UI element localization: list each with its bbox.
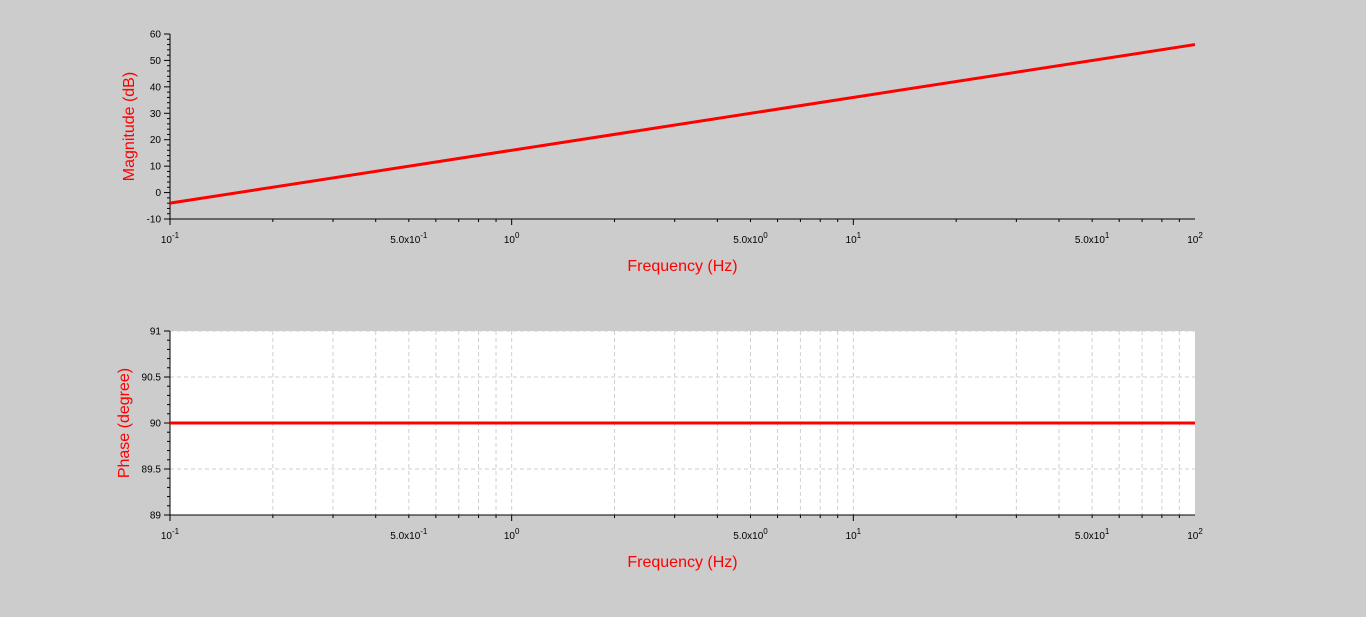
phase-x-tick-label: 101: [846, 527, 862, 542]
magnitude-x-tick-label: 100: [504, 231, 520, 246]
phase-x-tick-label: 5.0x10-1: [390, 527, 428, 542]
magnitude-plot: 10-1 5.0x10-1 100 5.0x100 101 5.0x101 102 -10 0 1…: [121, 30, 1203, 276]
magnitude-plot-area: [170, 34, 1195, 219]
phase-y-tick-label: 90: [150, 419, 162, 430]
phase-y-tick-label: 91: [150, 327, 162, 338]
phase-x-tick-label: 5.0x100: [733, 527, 768, 542]
magnitude-y-tick-label: 10: [150, 162, 162, 173]
magnitude-x-tick-label: 5.0x10-1: [390, 231, 428, 246]
magnitude-y-tick-label: 20: [150, 135, 162, 146]
magnitude-y-tick-label: -10: [147, 215, 162, 226]
magnitude-x-axis-label: Frequency (Hz): [627, 258, 737, 275]
phase-x-tick-label: 5.0x101: [1075, 527, 1110, 542]
phase-y-tick-label: 90.5: [142, 373, 162, 384]
magnitude-x-tick-label: 5.0x101: [1075, 231, 1110, 246]
magnitude-x-tick-label: 102: [1187, 231, 1203, 246]
phase-x-tick-label: 100: [504, 527, 520, 542]
magnitude-x-tick-label: 101: [846, 231, 862, 246]
magnitude-y-axis-label: Magnitude (dB): [121, 72, 138, 181]
magnitude-y-tick-label: 60: [150, 30, 162, 41]
phase-y-tick-label: 89: [150, 511, 162, 522]
phase-x-tick-label: 102: [1187, 527, 1203, 542]
magnitude-y-tick-label: 40: [150, 82, 162, 93]
phase-plot: 10-1 5.0x10-1 100 5.0x100 101 5.0x101 102 89 89.…: [116, 327, 1203, 572]
phase-x-axis-label: Frequency (Hz): [627, 554, 737, 571]
magnitude-y-tick-label: 0: [155, 188, 161, 199]
phase-y-tick-label: 89.5: [142, 465, 162, 476]
phase-x-tick-label: 10-1: [161, 527, 180, 542]
phase-y-axis-label: Phase (degree): [116, 368, 133, 478]
magnitude-y-tick-label: 50: [150, 56, 162, 67]
magnitude-x-tick-label: 10-1: [161, 231, 180, 246]
magnitude-x-tick-label: 5.0x100: [733, 231, 768, 246]
magnitude-y-tick-label: 30: [150, 109, 162, 120]
